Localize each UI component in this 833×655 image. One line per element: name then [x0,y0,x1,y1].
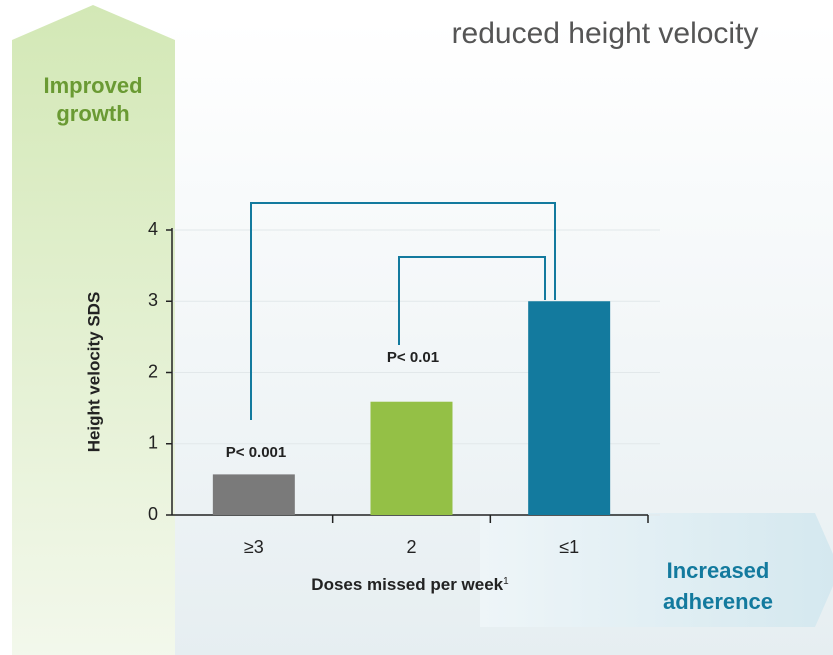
bar [528,301,611,515]
y-tick-label: 2 [148,361,158,381]
y-tick-label: 0 [148,504,158,524]
up-arrow [12,5,175,655]
bracket [250,202,556,420]
bracket [398,256,546,345]
bar [212,474,295,515]
right-label: Increased [667,558,770,583]
up-label: growth [56,101,129,126]
y-tick-label: 1 [148,433,158,453]
y-axis-label: Height velocity SDS [84,292,103,453]
x-tick-label: 2 [406,537,416,557]
x-axis-label: Doses missed per week1 [311,575,509,594]
x-axis-label-note: 1 [503,576,509,587]
x-tick-label: ≤1 [559,537,579,557]
right-arrow [480,513,833,627]
up-label: Improved [43,73,142,98]
bar [370,401,453,515]
right-label: adherence [663,589,773,614]
y-tick-label: 4 [148,219,158,239]
x-axis-label-text: Doses missed per week [311,575,503,594]
p-value: P< 0.001 [226,444,286,461]
x-tick-label: ≥3 [244,537,264,557]
title: reduced height velocity [452,17,759,50]
p-value: P< 0.01 [387,349,439,366]
y-tick-label: 3 [148,290,158,310]
